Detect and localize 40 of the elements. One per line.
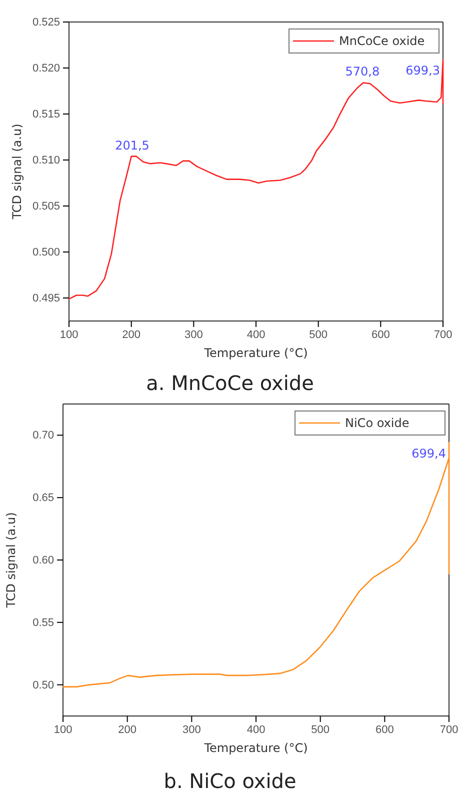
x-tick-label: 700 <box>434 328 452 341</box>
y-tick-label: 0.500 <box>32 246 60 259</box>
y-tick-label: 0.50 <box>32 679 54 692</box>
x-tick-label: 500 <box>311 724 330 736</box>
y-tick-label: 0.495 <box>32 292 60 305</box>
legend-label: NiCo oxide <box>345 416 410 430</box>
y-tick-label: 0.525 <box>32 16 60 29</box>
y-tick-label: 0.520 <box>32 62 60 75</box>
x-tick-label: 600 <box>371 328 390 341</box>
y-tick-label: 0.510 <box>32 154 60 167</box>
annotation: 699,4 <box>412 446 446 461</box>
y-tick-label: 0.515 <box>32 108 60 121</box>
text: a. MnCoCe oxide <box>146 371 314 395</box>
x-tick-label: 200 <box>122 328 141 341</box>
x-tick-label: 300 <box>184 328 203 341</box>
x-tick-label: 300 <box>182 724 201 736</box>
x-tick-label: 700 <box>440 724 458 736</box>
x-tick-label: 200 <box>118 724 137 736</box>
x-tick-label: 100 <box>54 724 72 736</box>
annotation: 201,5 <box>115 138 150 152</box>
x-tick-label: 100 <box>60 328 78 341</box>
y-tick-label: 0.505 <box>32 200 60 213</box>
line-series <box>62 442 450 688</box>
y-tick-label: 0.65 <box>32 492 54 504</box>
x-tick-label: 600 <box>375 724 394 736</box>
y-axis-title: TCD signal (a.u) <box>4 512 18 609</box>
x-tick-label: 500 <box>309 328 328 341</box>
x-axis-title: Temperature (°C) <box>203 346 308 360</box>
y-tick-label: 0.60 <box>32 554 54 567</box>
legend-label: MnCoCe oxide <box>339 34 425 48</box>
annotation: 570,8 <box>345 64 380 79</box>
line-series <box>68 59 444 300</box>
annotation: 699,3 <box>406 64 440 78</box>
y-axis-title: TCD signal (a.u) <box>10 124 24 220</box>
text: b. NiCo oxide <box>164 769 296 793</box>
x-tick-label: 400 <box>246 724 266 736</box>
x-axis-title: Temperature (°C) <box>203 741 308 755</box>
y-tick-label: 0.55 <box>32 616 54 629</box>
y-tick-label: 0.70 <box>32 430 54 442</box>
x-tick-label: 400 <box>246 328 266 341</box>
